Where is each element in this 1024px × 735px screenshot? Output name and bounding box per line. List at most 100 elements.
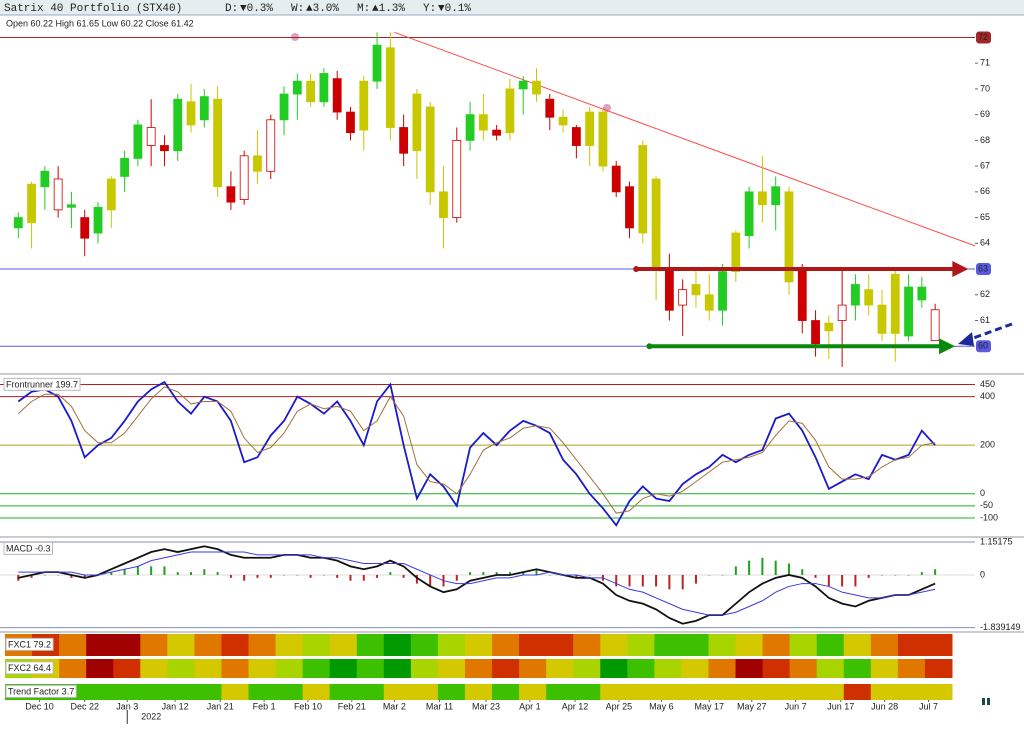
candle-body (598, 111, 608, 167)
heat-cell (519, 684, 547, 700)
histogram-bar (322, 574, 325, 576)
heat-cell (167, 634, 195, 656)
heat-cell (113, 659, 141, 678)
histogram-bar (110, 572, 113, 575)
x-tick-label: May 6 (649, 701, 674, 711)
heat-cell (708, 634, 737, 656)
label-bg (5, 637, 54, 651)
y-tick-label: 0 (980, 569, 985, 579)
x-tick-label: May 27 (737, 701, 767, 711)
candle-body (399, 127, 409, 154)
candle-body (346, 111, 355, 134)
histogram-bar (495, 572, 498, 575)
heat-cell (573, 684, 601, 700)
histogram-bar (150, 566, 153, 575)
candle-body (120, 157, 129, 177)
x-tick-label: Apr 25 (606, 701, 633, 711)
heat-cell (383, 659, 412, 678)
heat-cell (410, 684, 439, 700)
arrow-head (952, 261, 969, 278)
heat-cell (546, 634, 574, 656)
panel-label: MACD -0.3 (6, 543, 51, 553)
candle-body (917, 286, 927, 301)
histogram-bar (269, 574, 272, 578)
y-tick-label: 400 (980, 391, 995, 401)
heat-cell (735, 659, 764, 678)
histogram-bar (867, 574, 870, 578)
panel-label: FXC2 64.4 (8, 663, 51, 673)
heat-cell (600, 659, 628, 678)
candle-body (412, 93, 422, 152)
candle-body (199, 96, 209, 121)
x-tick-label: Mar 2 (383, 701, 406, 711)
histogram-bar (774, 560, 777, 575)
heat-cell (897, 659, 926, 678)
heat-cell (843, 634, 872, 656)
heat-cell (383, 634, 412, 656)
histogram-bar (575, 574, 578, 578)
histogram-bar (588, 574, 591, 576)
heat-cell (816, 684, 845, 700)
heat-cell (762, 684, 791, 700)
y-tick-label: 1.15175 (980, 536, 1013, 546)
candle-body (213, 98, 223, 188)
y-tick-label: 69 (980, 109, 990, 119)
candle-body (13, 217, 23, 229)
heat-cell (843, 684, 872, 700)
change-value: ▼0.1% (438, 3, 471, 15)
y-tick-label: 61 (980, 315, 990, 325)
candle-body (40, 170, 50, 188)
x-tick-label: Jul 7 (919, 701, 938, 711)
change-label: D: (225, 3, 238, 15)
histogram-bar (309, 574, 312, 578)
heat-cell (843, 659, 872, 678)
change-label: W: (291, 3, 304, 15)
histogram-bar (508, 572, 511, 575)
histogram-bar (163, 566, 166, 575)
histogram-bar (349, 574, 352, 581)
heat-cell (492, 634, 520, 656)
histogram-bar (522, 572, 525, 575)
heat-cell (627, 659, 655, 678)
heat-cell (735, 634, 764, 656)
label-bg (3, 377, 81, 391)
candle-body (359, 80, 369, 131)
change-value: ▼0.3% (240, 3, 273, 15)
candle-body (266, 119, 276, 172)
candle-body (904, 286, 913, 337)
icon (987, 698, 990, 705)
heat-cell (356, 659, 385, 678)
candle-body (67, 204, 76, 208)
heat-cell (924, 684, 953, 700)
histogram-bar (402, 574, 405, 578)
heat-cell (519, 634, 547, 656)
heat-cell (870, 684, 899, 700)
heat-cell (897, 684, 926, 700)
candle-body (253, 155, 262, 172)
histogram-bar (787, 563, 790, 575)
histogram-bar (43, 574, 46, 576)
x-tick-label: Jun 17 (827, 701, 854, 711)
candle-body (771, 186, 781, 206)
heat-cell (897, 634, 926, 656)
heat-cell (708, 684, 737, 700)
heat-cell (735, 684, 764, 700)
histogram-bar (70, 574, 73, 578)
y-tick-label: 66 (980, 186, 990, 196)
y-tick-label: 0 (980, 488, 985, 498)
heat-cell (546, 659, 574, 678)
heat-cell (410, 634, 439, 656)
histogram-bar (455, 574, 458, 581)
change-value: ▲3.0% (306, 3, 339, 15)
heat-cell (464, 684, 493, 700)
heat-cell (275, 659, 304, 678)
histogram-bar (389, 572, 392, 575)
panel-label: Frontrunner 199.7 (6, 379, 78, 389)
heat-cell (86, 659, 114, 678)
candle-body (173, 98, 183, 152)
candle-body (133, 124, 143, 159)
histogram-bar (30, 574, 33, 578)
candle-body (837, 304, 847, 321)
x-tick-label: Mar 11 (426, 701, 453, 711)
candle-body (545, 98, 555, 118)
